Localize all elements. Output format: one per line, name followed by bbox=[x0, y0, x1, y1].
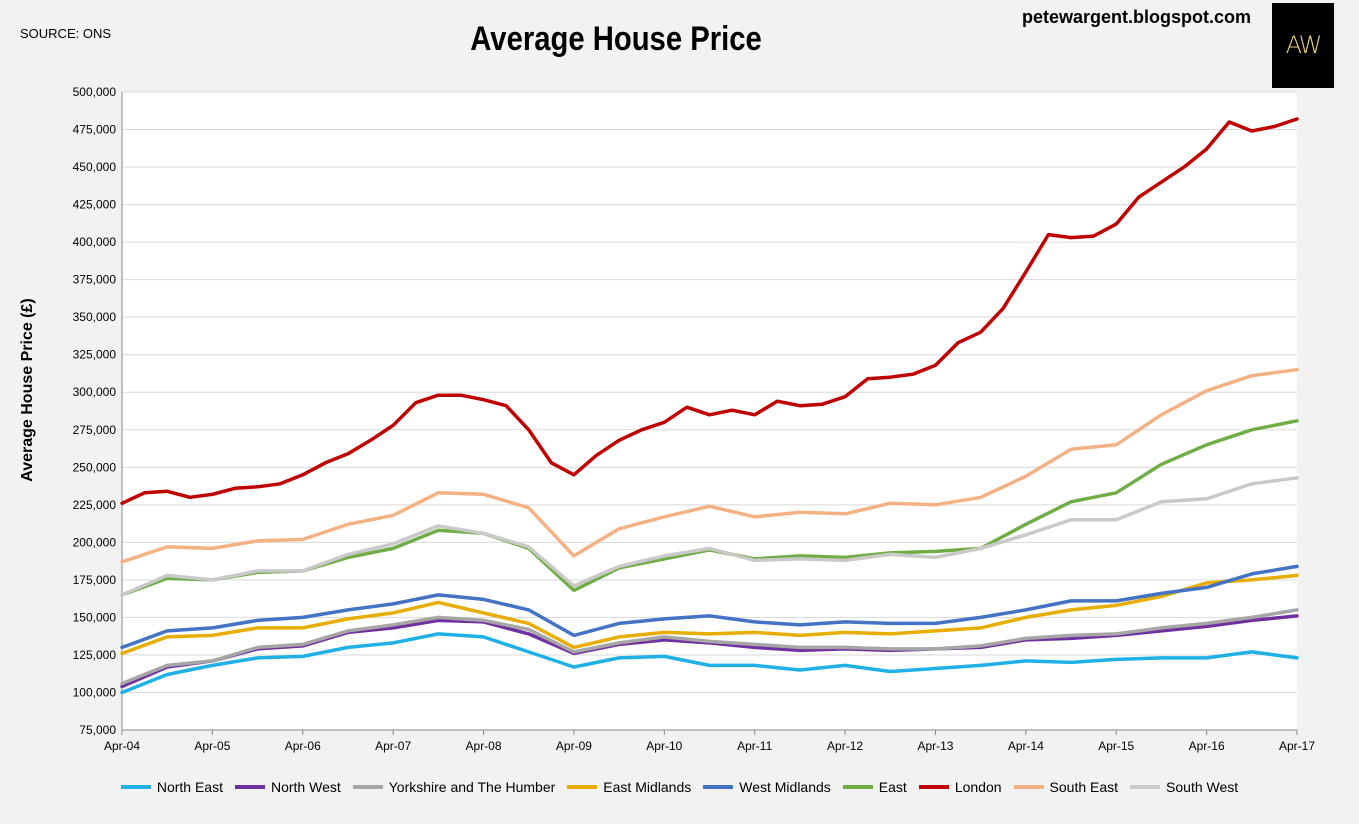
series-line-south-west bbox=[120, 476, 1299, 597]
y-tick-label: 375,000 bbox=[73, 273, 117, 287]
y-tick-label: 500,000 bbox=[73, 85, 117, 99]
y-tick-label: 400,000 bbox=[73, 235, 117, 249]
x-tick-label: Apr-09 bbox=[556, 739, 592, 753]
y-tick-label: 475,000 bbox=[73, 123, 117, 137]
y-tick-label: 300,000 bbox=[73, 385, 117, 399]
x-tick-label: Apr-04 bbox=[104, 739, 140, 753]
legend-label: North West bbox=[270, 779, 341, 795]
x-tick-label: Apr-17 bbox=[1279, 739, 1315, 753]
x-tick-label: Apr-10 bbox=[646, 739, 682, 753]
legend-label: North East bbox=[156, 779, 223, 795]
y-tick-label: 225,000 bbox=[73, 498, 117, 512]
x-tick-label: Apr-14 bbox=[1008, 739, 1044, 753]
legend-label: London bbox=[954, 779, 1002, 795]
legend-swatch bbox=[1130, 785, 1161, 789]
legend-label: South West bbox=[1166, 779, 1239, 795]
chart-title: Average House Price bbox=[470, 20, 762, 58]
y-tick-label: 425,000 bbox=[73, 198, 117, 212]
legend-swatch bbox=[918, 785, 949, 789]
legend-item: East Midlands bbox=[567, 779, 691, 795]
source-label: SOURCE: ONS bbox=[20, 26, 112, 41]
series-line-yorkshire-and-the-humber bbox=[120, 608, 1299, 686]
x-tick-label: Apr-05 bbox=[194, 739, 230, 753]
series-line-west-midlands bbox=[120, 564, 1299, 650]
y-tick-label: 450,000 bbox=[73, 160, 117, 174]
aw-logo: AW bbox=[1272, 3, 1334, 88]
blog-url: petewargent.blogspot.com bbox=[1022, 7, 1252, 27]
y-tick-label: 150,000 bbox=[73, 610, 117, 624]
y-tick-label: 200,000 bbox=[73, 535, 117, 549]
x-tick-label: Apr-06 bbox=[285, 739, 321, 753]
legend-swatch bbox=[352, 785, 383, 789]
y-tick-label: 125,000 bbox=[73, 648, 117, 662]
legend: North East North West Yorkshire and The Hu… bbox=[0, 779, 1359, 795]
legend-swatch bbox=[234, 785, 265, 789]
legend-swatch bbox=[703, 785, 734, 789]
legend-label: Yorkshire and The Humber bbox=[388, 779, 556, 795]
y-tick-label: 275,000 bbox=[73, 423, 117, 437]
y-tick-label: 350,000 bbox=[73, 310, 117, 324]
x-tick-label: Apr-07 bbox=[375, 739, 411, 753]
legend-item: North West bbox=[234, 779, 341, 795]
legend-item: London bbox=[918, 779, 1002, 795]
x-tick-label: Apr-11 bbox=[737, 739, 772, 753]
y-tick-label: 100,000 bbox=[73, 685, 117, 699]
legend-item: South West bbox=[1130, 779, 1238, 795]
legend-swatch bbox=[1013, 785, 1044, 789]
y-tick-label: 75,000 bbox=[79, 723, 116, 737]
x-tick-label: Apr-08 bbox=[466, 739, 502, 753]
x-tick-label: Apr-16 bbox=[1189, 739, 1225, 753]
legend-label: West Midlands bbox=[739, 779, 831, 795]
series-line-london bbox=[120, 117, 1299, 506]
series-line-east-midlands bbox=[120, 573, 1299, 656]
x-tick-label: Apr-13 bbox=[917, 739, 953, 753]
legend-swatch bbox=[842, 785, 873, 789]
legend-item: East bbox=[842, 779, 907, 795]
series-line-north-east bbox=[120, 632, 1299, 695]
legend-item: South East bbox=[1013, 779, 1119, 795]
legend-label: East bbox=[878, 779, 907, 795]
series-line-south-east bbox=[120, 367, 1299, 564]
legend-swatch bbox=[120, 785, 151, 789]
legend-item: Yorkshire and The Humber bbox=[352, 779, 556, 795]
x-tick-label: Apr-12 bbox=[827, 739, 863, 753]
x-tick-label: Apr-15 bbox=[1098, 739, 1134, 753]
legend-swatch bbox=[567, 785, 598, 789]
logo-text: AW bbox=[1285, 31, 1323, 59]
y-tick-label: 250,000 bbox=[73, 460, 117, 474]
legend-item: West Midlands bbox=[703, 779, 831, 795]
legend-label: East Midlands bbox=[603, 779, 692, 795]
y-tick-label: 175,000 bbox=[73, 573, 117, 587]
legend-label: South East bbox=[1049, 779, 1119, 795]
y-tick-label: 325,000 bbox=[73, 348, 117, 362]
legend-item: North East bbox=[120, 779, 223, 795]
